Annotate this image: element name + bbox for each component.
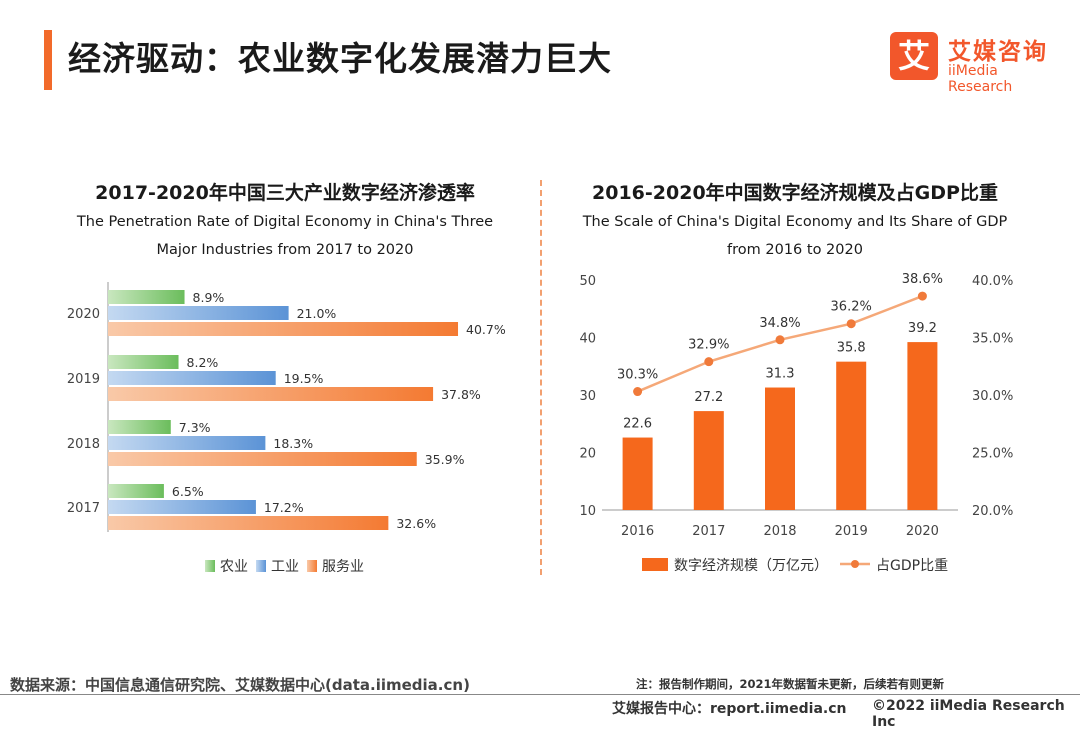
legend-label-gdp-share: 占GDP比重: [876, 558, 948, 574]
legend-swatch-industry: [256, 560, 266, 572]
logo-name-cn: 艾媒咨询: [948, 39, 1048, 65]
bar-scale-2017: [693, 411, 724, 510]
bar-industry-2017: [108, 500, 256, 514]
left-y-tick-20: 20: [579, 447, 596, 462]
bar-scale-2019: [836, 361, 867, 510]
legend-label-industry: 工业: [271, 559, 299, 575]
bar-industry-2018: [108, 436, 266, 450]
line-label-2017: 32.9%: [688, 338, 729, 353]
data-label-industry-2018: 18.3%: [273, 436, 313, 451]
bar-service-2017: [108, 516, 389, 530]
legend-swatch-agriculture: [205, 560, 215, 572]
bar-label-2020: 39.2: [908, 321, 937, 336]
bar-scale-2020: [907, 342, 938, 510]
bar-agriculture-2020: [108, 290, 185, 304]
right-y-tick-25.0%: 25.0%: [972, 447, 1013, 462]
legend-label-agriculture: 农业: [220, 559, 248, 575]
right-chart-title: 2016-2020年中国数字经济规模及占GDP比重: [592, 182, 998, 204]
left-chart-subtitle-line-1: The Penetration Rate of Digital Economy …: [76, 214, 494, 230]
data-label-agriculture-2018: 7.3%: [179, 420, 211, 435]
bar-industry-2020: [108, 306, 289, 320]
left-y-tick-30: 30: [579, 389, 596, 404]
year-label-2020: 2020: [67, 307, 100, 322]
left-chart-subtitle: The Penetration Rate of Digital Economy …: [40, 208, 530, 264]
bar-agriculture-2018: [108, 420, 171, 434]
x-tick-2020: 2020: [906, 524, 939, 539]
right-chart-subtitle: The Scale of China's Digital Economy and…: [550, 208, 1040, 264]
left-chart-subtitle-line-2: Major Industries from 2017 to 2020: [156, 242, 414, 258]
bar-label-2017: 27.2: [694, 390, 723, 405]
copyright: ©2022 iiMedia Research Inc: [872, 698, 1065, 730]
data-label-agriculture-2017: 6.5%: [172, 484, 204, 499]
right-y-tick-40.0%: 40.0%: [972, 274, 1013, 289]
right-chart-subtitle-line-1: The Scale of China's Digital Economy and…: [582, 214, 1008, 230]
bar-label-2018: 31.3: [766, 367, 795, 382]
left-y-tick-50: 50: [579, 274, 596, 289]
line-label-2020: 38.6%: [902, 272, 943, 287]
bar-service-2018: [108, 452, 417, 466]
data-label-service-2020: 40.7%: [466, 322, 506, 337]
bar-service-2019: [108, 387, 434, 401]
right-y-tick-20.0%: 20.0%: [972, 504, 1013, 519]
gdp-share-point-2018: [775, 335, 785, 345]
gdp-share-point-2020: [917, 291, 927, 301]
bar-service-2020: [108, 322, 459, 336]
page-title: 经济驱动：农业数字化发展潜力巨大: [68, 39, 612, 78]
legend-label-service: 服务业: [322, 559, 364, 575]
bar-scale-2016: [622, 437, 653, 510]
data-label-industry-2019: 19.5%: [284, 371, 324, 386]
digital-economy-scale-chart: 10 20 30 40 50 20.0% 25.0% 30.0% 35.0% 40.0% 22.6 2…: [579, 272, 1013, 574]
data-label-service-2018: 35.9%: [425, 452, 465, 467]
bar-label-2016: 22.6: [623, 417, 652, 432]
data-source: 数据来源：中国信息通信研究院、艾媒数据中心(data.iimedia.cn): [10, 676, 470, 694]
bar-label-2019: 35.8: [837, 341, 866, 356]
data-label-agriculture-2019: 8.2%: [187, 355, 219, 370]
logo-name-en: iiMedia Research: [948, 63, 1013, 95]
left-chart-title: 2017-2020年中国三大产业数字经济渗透率: [95, 182, 475, 204]
bar-industry-2019: [108, 371, 276, 385]
x-tick-2017: 2017: [692, 524, 725, 539]
year-label-2017: 2017: [67, 501, 100, 516]
data-label-agriculture-2020: 8.9%: [193, 290, 225, 305]
left-y-tick-10: 10: [579, 504, 596, 519]
gdp-share-point-2017: [704, 357, 714, 367]
x-tick-2019: 2019: [835, 524, 868, 539]
left-y-tick-40: 40: [579, 332, 596, 347]
iimedia-logo: 艾 艾媒咨询 iiMedia Research: [888, 30, 1066, 95]
right-y-tick-35.0%: 35.0%: [972, 332, 1013, 347]
year-label-2019: 2019: [67, 372, 100, 387]
legend-label-scale: 数字经济规模（万亿元）: [674, 558, 828, 574]
line-label-2016: 30.3%: [617, 368, 658, 383]
logo-mark-icon: 艾: [890, 32, 938, 80]
penetration-rate-chart: 2020 8.9% 21.0% 40.7% 2019 8.2% 19.5% 37.8% 2018…: [67, 282, 506, 575]
x-tick-2018: 2018: [763, 524, 796, 539]
x-tick-2016: 2016: [621, 524, 654, 539]
bar-agriculture-2017: [108, 484, 164, 498]
title-accent-bar: [44, 30, 52, 90]
data-label-industry-2017: 17.2%: [264, 500, 304, 515]
bar-agriculture-2019: [108, 355, 179, 369]
bar-scale-2018: [765, 387, 795, 510]
report-center-link[interactable]: 艾媒报告中心：report.iimedia.cn: [612, 701, 847, 717]
line-label-2019: 36.2%: [831, 300, 872, 315]
right-chart-subtitle-line-2: from 2016 to 2020: [727, 242, 863, 258]
year-label-2018: 2018: [67, 437, 100, 452]
legend-swatch-service: [307, 560, 317, 572]
line-label-2018: 34.8%: [759, 316, 800, 331]
data-label-industry-2020: 21.0%: [297, 306, 337, 321]
footnote: 注：报告制作期间，2021年数据暂未更新，后续若有则更新: [636, 677, 945, 691]
gdp-share-point-2016: [633, 387, 643, 397]
gdp-share-point-2019: [846, 319, 856, 329]
legend-marker-gdp-share: [851, 560, 859, 568]
legend-swatch-scale: [642, 558, 668, 571]
right-y-tick-30.0%: 30.0%: [972, 389, 1013, 404]
footer-divider: [0, 694, 1080, 695]
data-label-service-2017: 32.6%: [396, 516, 436, 531]
data-label-service-2019: 37.8%: [441, 387, 481, 402]
chart-divider: [540, 180, 542, 575]
